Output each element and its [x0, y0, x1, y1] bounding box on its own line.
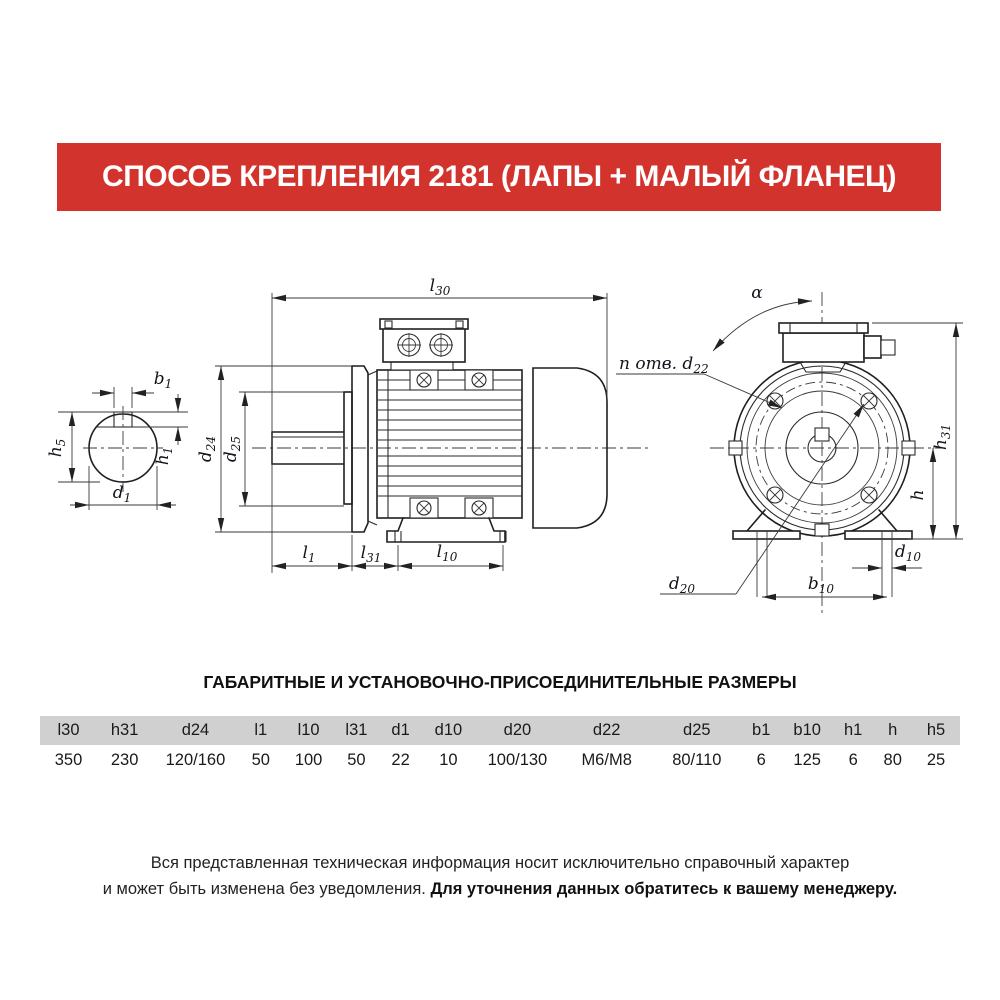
- mounting-type-banner: СПОСОБ КРЕПЛЕНИЯ 2181 (ЛАПЫ + МАЛЫЙ ФЛАН…: [57, 143, 941, 211]
- dim-label-d10: d10: [895, 542, 922, 564]
- dim-h: h: [908, 448, 937, 539]
- bolt-circle-d20: [755, 381, 889, 515]
- table-header-cell: d20: [474, 716, 561, 745]
- dim-label-alpha: α: [751, 283, 763, 303]
- dim-label-n-otv-d22: n отв. d22: [619, 354, 709, 376]
- table-value-cell: 50: [238, 745, 283, 776]
- dim-label-h: h: [908, 490, 928, 501]
- table-header-cell: d1: [378, 716, 423, 745]
- table-header-row: l30 h31 d24 l1 l10 l31 d1 d10 d20 d22 d2…: [40, 716, 960, 745]
- flange-bell-top: [367, 370, 378, 376]
- dim-h1: h1: [146, 394, 188, 465]
- terminal-box-front: [778, 322, 896, 373]
- banner-title: СПОСОБ КРЕПЛЕНИЯ 2181 (ЛАПЫ + МАЛЫЙ ФЛАН…: [102, 160, 896, 193]
- dim-d1: d1: [70, 466, 176, 510]
- fan-cover: [532, 367, 608, 529]
- dim-l30: l30: [271, 276, 608, 573]
- mounting-foot-side: [386, 517, 507, 543]
- dim-label-l1: l1: [302, 543, 315, 565]
- table-value-cell: 120/160: [152, 745, 239, 776]
- motor-front-view: α n отв. d22 d20 h31: [616, 283, 963, 614]
- dim-b1: b1: [92, 369, 172, 408]
- disclaimer-line1: Вся представленная техническая информаци…: [150, 854, 850, 872]
- flange-spigot-ring: [764, 390, 880, 506]
- dim-n-otv-d22: n отв. d22: [616, 354, 783, 409]
- table-header-cell: b10: [781, 716, 833, 745]
- table-value-cell: 230: [97, 745, 153, 776]
- table-header-cell: b1: [740, 716, 782, 745]
- table-header-cell: h5: [912, 716, 960, 745]
- dim-alpha: α: [712, 283, 813, 352]
- dim-d10: d10: [852, 542, 922, 572]
- table-value-cell: 125: [781, 745, 833, 776]
- table-header-cell: h1: [832, 716, 874, 745]
- table-value-cell: 100/130: [474, 745, 561, 776]
- disclaimer-bold: Для уточнения данных обратитесь к вашему…: [430, 880, 898, 899]
- dim-label-l30: l30: [430, 276, 451, 298]
- cable-gland: [863, 335, 882, 359]
- table-header-cell: d22: [560, 716, 653, 745]
- dim-d25: d25: [221, 391, 344, 507]
- disclaimer-line2: и может быть изменена без уведомления.: [102, 880, 431, 899]
- disclaimer-text: Вся представленная техническая информаци…: [80, 850, 920, 903]
- dim-d20: d20: [660, 403, 865, 596]
- table-value-cell: 6: [740, 745, 782, 776]
- dim-h31: h31: [872, 322, 963, 540]
- table-header-cell: l30: [40, 716, 98, 745]
- motor-body: [376, 369, 523, 519]
- table-value-cell: 22: [378, 745, 423, 776]
- dim-b10: b10: [762, 574, 887, 601]
- table-value-cell: 25: [912, 745, 960, 776]
- motor-side-view: l30 d24 d25: [196, 276, 648, 573]
- dimensions-heading: ГАБАРИТНЫЕ И УСТАНОВОЧНО-ПРИСОЕДИНИТЕЛЬН…: [203, 672, 797, 692]
- flange-ring-outer: [746, 372, 898, 524]
- table-value-cell: 6: [832, 745, 874, 776]
- flange-bell-bottom: [367, 520, 378, 526]
- dim-label-h31: h31: [931, 424, 953, 450]
- rim-lugs: [728, 440, 916, 537]
- table-value-cell: 100: [282, 745, 335, 776]
- shaft-section-view: b1 h5 h1: [46, 369, 188, 510]
- table-header-cell: d25: [652, 716, 741, 745]
- table-value-cell: М6/М8: [560, 745, 653, 776]
- dim-label-d24: d24: [196, 436, 218, 462]
- dimensions-table: l30 h31 d24 l1 l10 l31 d1 d10 d20 d22 d2…: [40, 716, 960, 776]
- dim-label-l31: l31: [361, 543, 382, 565]
- table-header-cell: d24: [152, 716, 239, 745]
- table-value-cell: 350: [40, 745, 98, 776]
- tie-bolt-tabs: [409, 369, 494, 519]
- technical-drawing: b1 h5 h1: [0, 250, 1000, 620]
- dim-label-d20: d20: [669, 574, 696, 596]
- terminal-box-side: [379, 318, 469, 371]
- table-value-cell: 50: [334, 745, 379, 776]
- dim-label-d1: d1: [113, 483, 132, 505]
- dim-label-d25: d25: [221, 436, 243, 462]
- dim-label-h1: h1: [153, 447, 175, 466]
- table-header-cell: h31: [97, 716, 153, 745]
- dim-h5: h5: [46, 411, 150, 483]
- dim-d24: d24: [196, 365, 352, 533]
- dim-label-h5: h5: [46, 439, 68, 458]
- table-header-cell: l10: [282, 716, 335, 745]
- table-value-cell: 80: [873, 745, 913, 776]
- dim-l1-l31-l10: l1 l31 l10: [272, 535, 504, 571]
- table-header-cell: l1: [238, 716, 283, 745]
- table-header-cell: l31: [334, 716, 379, 745]
- dim-label-l10: l10: [437, 542, 458, 564]
- small-flange: [351, 365, 369, 533]
- table-value-cell: 80/110: [652, 745, 741, 776]
- table-header-cell: h: [873, 716, 913, 745]
- table-header-cell: d10: [422, 716, 475, 745]
- dim-label-b1: b1: [154, 369, 173, 391]
- table-value-row: 350 230 120/160 50 100 50 22 10 100/130 …: [40, 745, 960, 776]
- keyway-front: [814, 427, 830, 442]
- dim-label-b10: b10: [808, 574, 835, 596]
- table-value-cell: 10: [422, 745, 475, 776]
- shaft-boss: [785, 411, 859, 485]
- mounting-feet-front: [732, 509, 913, 597]
